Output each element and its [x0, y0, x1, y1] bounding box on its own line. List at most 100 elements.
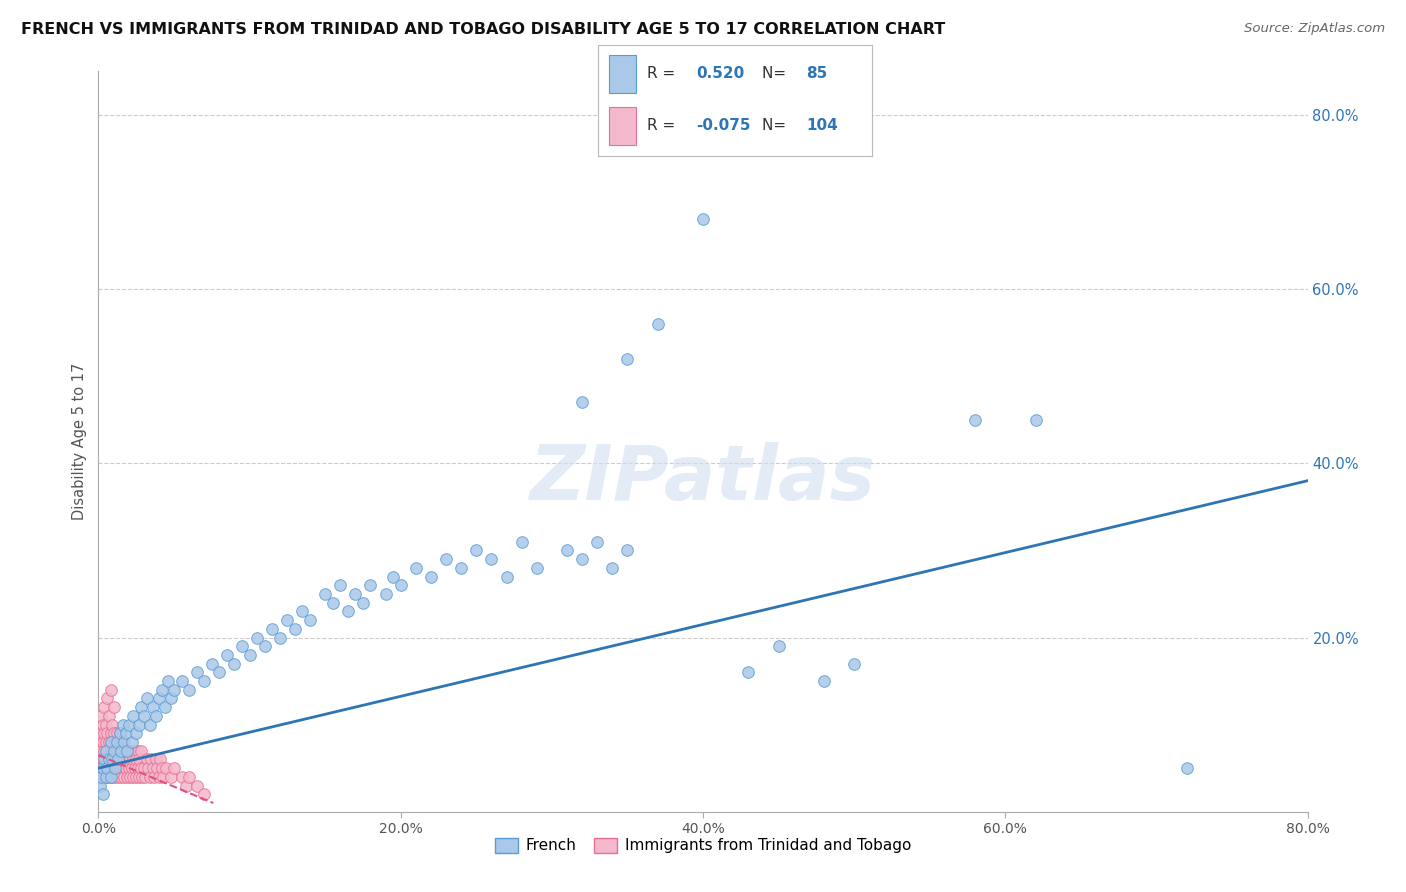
Point — [94, 770, 117, 784]
Point — [450, 561, 472, 575]
Point — [495, 569, 517, 583]
Point — [89, 761, 111, 775]
Point — [120, 752, 142, 766]
Point — [100, 770, 122, 784]
Point — [89, 735, 111, 749]
Point — [98, 709, 121, 723]
Point — [103, 761, 125, 775]
Point — [135, 691, 157, 706]
Point — [374, 587, 396, 601]
Point — [965, 413, 987, 427]
Point — [135, 752, 157, 766]
Point — [179, 770, 201, 784]
Point — [114, 726, 136, 740]
Point — [155, 761, 177, 775]
Point — [153, 700, 176, 714]
Point — [104, 761, 127, 775]
Point — [692, 212, 714, 227]
Point — [434, 552, 457, 566]
Point — [291, 604, 314, 618]
Point — [104, 735, 127, 749]
Point — [170, 674, 193, 689]
Point — [107, 752, 129, 766]
Point — [526, 561, 548, 575]
Point — [571, 395, 593, 409]
Point — [93, 700, 115, 714]
Point — [336, 604, 359, 618]
Point — [389, 578, 412, 592]
Point — [329, 578, 352, 592]
Point — [128, 752, 150, 766]
Point — [101, 752, 124, 766]
Point — [150, 761, 173, 775]
Point — [114, 761, 136, 775]
Text: R =: R = — [647, 66, 681, 81]
Point — [737, 665, 759, 680]
Point — [239, 648, 262, 662]
Point — [94, 735, 117, 749]
Point — [104, 770, 127, 784]
Point — [193, 787, 215, 801]
Point — [103, 726, 125, 740]
Point — [160, 691, 183, 706]
Text: 104: 104 — [806, 119, 838, 134]
Point — [170, 770, 193, 784]
Text: 0.520: 0.520 — [696, 66, 745, 81]
Point — [284, 622, 307, 636]
Point — [96, 691, 118, 706]
Point — [108, 726, 131, 740]
Point — [122, 752, 145, 766]
Point — [89, 779, 111, 793]
Legend: French, Immigrants from Trinidad and Tobago: French, Immigrants from Trinidad and Tob… — [488, 832, 918, 860]
Point — [93, 761, 115, 775]
Bar — [609, 54, 636, 93]
Point — [110, 735, 132, 749]
Point — [269, 631, 291, 645]
Point — [105, 726, 128, 740]
Text: ZIPatlas: ZIPatlas — [530, 442, 876, 516]
Point — [100, 682, 122, 697]
Point — [111, 717, 134, 731]
Point — [314, 587, 336, 601]
Point — [94, 770, 117, 784]
Point — [111, 761, 134, 775]
Point — [555, 543, 578, 558]
Point — [110, 744, 132, 758]
Point — [224, 657, 246, 671]
Point — [121, 761, 143, 775]
Point — [101, 717, 124, 731]
Point — [112, 735, 135, 749]
Point — [382, 569, 405, 583]
Point — [193, 674, 215, 689]
Point — [100, 735, 122, 749]
Point — [134, 770, 156, 784]
Point — [110, 770, 132, 784]
Point — [121, 744, 143, 758]
Point — [602, 561, 624, 575]
Point — [129, 744, 152, 758]
Y-axis label: Disability Age 5 to 17: Disability Age 5 to 17 — [72, 363, 87, 520]
Point — [98, 735, 121, 749]
Point — [262, 622, 284, 636]
Point — [163, 761, 186, 775]
Point — [201, 657, 224, 671]
Point — [127, 761, 149, 775]
Point — [100, 744, 122, 758]
Text: Source: ZipAtlas.com: Source: ZipAtlas.com — [1244, 22, 1385, 36]
Point — [98, 752, 121, 766]
Point — [360, 578, 382, 592]
Point — [127, 744, 149, 758]
Point — [91, 787, 114, 801]
Point — [108, 726, 131, 740]
Bar — [609, 107, 636, 145]
Point — [322, 596, 344, 610]
Text: FRENCH VS IMMIGRANTS FROM TRINIDAD AND TOBAGO DISABILITY AGE 5 TO 17 CORRELATION: FRENCH VS IMMIGRANTS FROM TRINIDAD AND T… — [21, 22, 945, 37]
Point — [647, 317, 669, 331]
Point — [768, 639, 790, 653]
Point — [94, 744, 117, 758]
Point — [91, 770, 114, 784]
Point — [231, 639, 253, 653]
Point — [141, 752, 163, 766]
Point — [352, 596, 374, 610]
Point — [405, 561, 427, 575]
